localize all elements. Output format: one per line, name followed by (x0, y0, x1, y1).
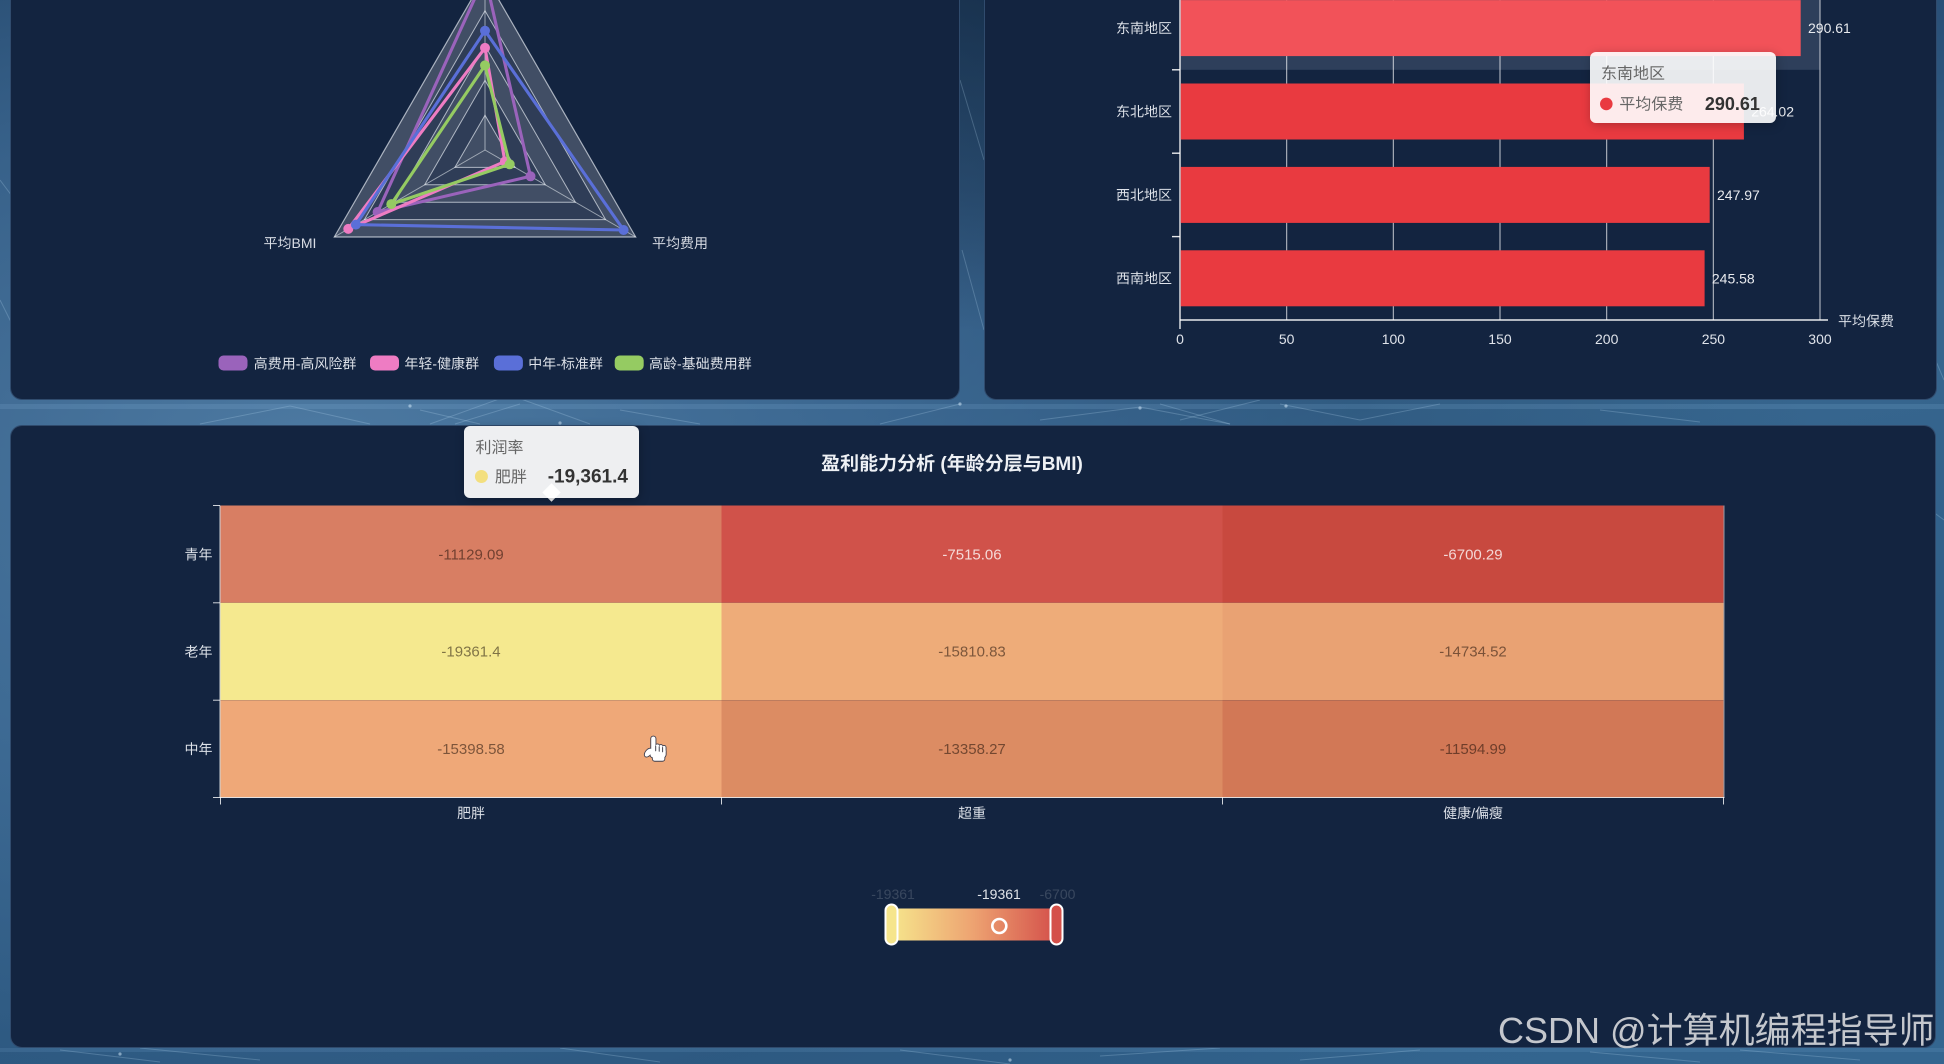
svg-text:-11129.09: -11129.09 (438, 546, 503, 563)
svg-text:247.97: 247.97 (1717, 187, 1760, 203)
svg-text:BMI: BMI (292, 235, 317, 251)
svg-text:BMI): BMI) (1042, 454, 1083, 475)
svg-text:0: 0 (1176, 331, 1184, 347)
svg-text:-: - (556, 356, 561, 372)
svg-text:-: - (677, 356, 682, 372)
svg-text:200: 200 (1595, 331, 1619, 347)
svg-text:-14734.52: -14734.52 (1439, 644, 1507, 661)
svg-text:-11594.99: -11594.99 (1440, 741, 1506, 758)
svg-text:50: 50 (1279, 331, 1295, 347)
svg-text:300: 300 (1808, 331, 1832, 347)
svg-text:/: / (1471, 805, 1475, 821)
svg-text:-15398.58: -15398.58 (437, 741, 505, 758)
svg-text:250: 250 (1702, 331, 1726, 347)
svg-text:-15810.83: -15810.83 (938, 644, 1006, 661)
svg-text:-19361: -19361 (977, 886, 1021, 902)
svg-text:-: - (432, 356, 437, 372)
svg-text:-: - (296, 356, 301, 372)
svg-text:-6700: -6700 (1040, 886, 1076, 902)
svg-text:100: 100 (1382, 331, 1406, 347)
svg-text:-19361: -19361 (871, 886, 915, 902)
svg-text:245.58: 245.58 (1712, 270, 1755, 286)
svg-text:-6700.29: -6700.29 (1443, 546, 1502, 563)
svg-text:290.61: 290.61 (1808, 20, 1851, 36)
svg-text:-19361.4: -19361.4 (441, 644, 500, 661)
svg-text:150: 150 (1488, 331, 1512, 347)
svg-text:-13358.27: -13358.27 (938, 741, 1006, 758)
svg-text:-7515.06: -7515.06 (942, 546, 1001, 563)
svg-text:(: ( (940, 454, 947, 475)
